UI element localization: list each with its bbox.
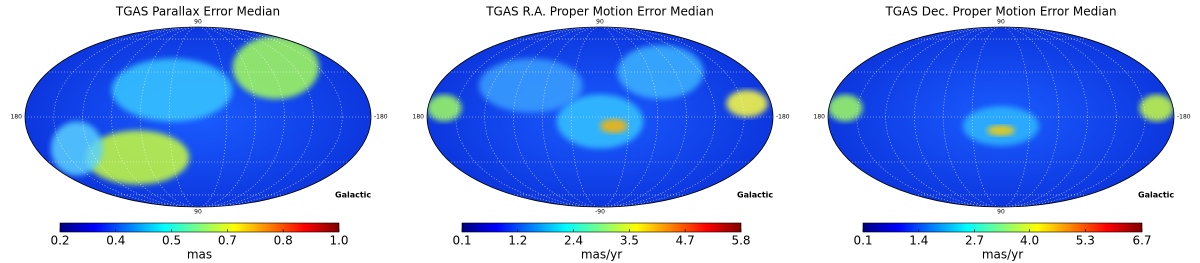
coord-label: 180 xyxy=(814,114,826,121)
map-patch xyxy=(600,118,628,134)
colorbar-tick-label: 0.5 xyxy=(162,234,181,248)
map-outline xyxy=(827,26,1175,208)
sky-map xyxy=(25,27,371,207)
colorbar-tick-label: 6.7 xyxy=(1132,234,1151,248)
coord-label: -180 xyxy=(1177,114,1191,121)
map-patch xyxy=(85,130,190,185)
colorbar-tick-label: 4.7 xyxy=(676,234,695,248)
map-patch xyxy=(987,125,1015,136)
annotation: Galactic xyxy=(1138,191,1174,200)
coord-label: 90 xyxy=(194,19,202,26)
colorbar-tick-label: 5.3 xyxy=(1076,234,1095,248)
chart-title: TGAS Parallax Error Median xyxy=(115,5,280,19)
colorbar xyxy=(59,222,340,233)
coord-label: 90 xyxy=(596,19,604,26)
meridian xyxy=(111,27,285,207)
colorbar-tick-label: 1.2 xyxy=(508,234,527,248)
meridian xyxy=(53,27,343,207)
colorbar-tick-label: 1.4 xyxy=(909,234,928,248)
coord-label: -90 xyxy=(595,209,605,216)
annotation: Galactic xyxy=(335,191,371,200)
chart-title: TGAS R.A. Proper Motion Error Median xyxy=(485,5,714,19)
coord-label: -180 xyxy=(374,114,388,121)
colorbar-tick-label: 0.2 xyxy=(50,234,69,248)
coord-label: 90 xyxy=(997,19,1005,26)
meridian xyxy=(914,27,1088,207)
sky-map xyxy=(427,27,773,207)
meridian xyxy=(943,27,1059,207)
colorbar-tick-label: 5.8 xyxy=(731,234,750,248)
colorbar-tick-label: 1.0 xyxy=(329,234,348,248)
coord-label: 90 xyxy=(997,209,1005,216)
colorbar-tick-label: 0.8 xyxy=(274,234,293,248)
colorbar-tick-label: 0.1 xyxy=(452,234,471,248)
coord-label: 180 xyxy=(11,114,23,121)
chart-title: TGAS Dec. Proper Motion Error Median xyxy=(884,5,1116,19)
colorbar-label: mas xyxy=(187,248,212,262)
colorbar-label: mas/yr xyxy=(581,248,622,262)
colorbar-tick-label: 3.5 xyxy=(620,234,639,248)
map-outline xyxy=(426,26,774,208)
map-patch xyxy=(1139,94,1174,122)
meridian xyxy=(455,27,745,207)
meridian xyxy=(856,27,1146,207)
meridian xyxy=(513,27,687,207)
meridian xyxy=(140,27,256,207)
colorbar-label: mas/yr xyxy=(982,248,1023,262)
sky-map xyxy=(828,27,1174,207)
map-patch xyxy=(50,121,103,176)
colorbar xyxy=(862,222,1143,233)
map-patch xyxy=(726,90,768,117)
map-outline xyxy=(24,26,372,208)
colorbar-tick-label: 2.7 xyxy=(965,234,984,248)
map-patch xyxy=(617,45,704,99)
annotation: Galactic xyxy=(737,191,773,200)
colorbar xyxy=(461,222,742,233)
meridian xyxy=(542,27,658,207)
colorbar-tick-label: 0.1 xyxy=(853,234,872,248)
coord-label: 90 xyxy=(194,209,202,216)
colorbar-tick-label: 0.7 xyxy=(218,234,237,248)
map-patch xyxy=(556,94,644,149)
colorbar-tick-label: 0.4 xyxy=(106,234,125,248)
map-patch xyxy=(232,36,320,99)
coord-label: -180 xyxy=(776,114,790,121)
map-patch xyxy=(111,58,233,122)
coord-label: 180 xyxy=(413,114,425,121)
map-patch xyxy=(828,94,863,122)
colorbar-tick-label: 4.0 xyxy=(1020,234,1039,248)
map-patch xyxy=(427,94,462,122)
colorbar-tick-label: 2.4 xyxy=(564,234,583,248)
map-patch xyxy=(478,58,583,113)
